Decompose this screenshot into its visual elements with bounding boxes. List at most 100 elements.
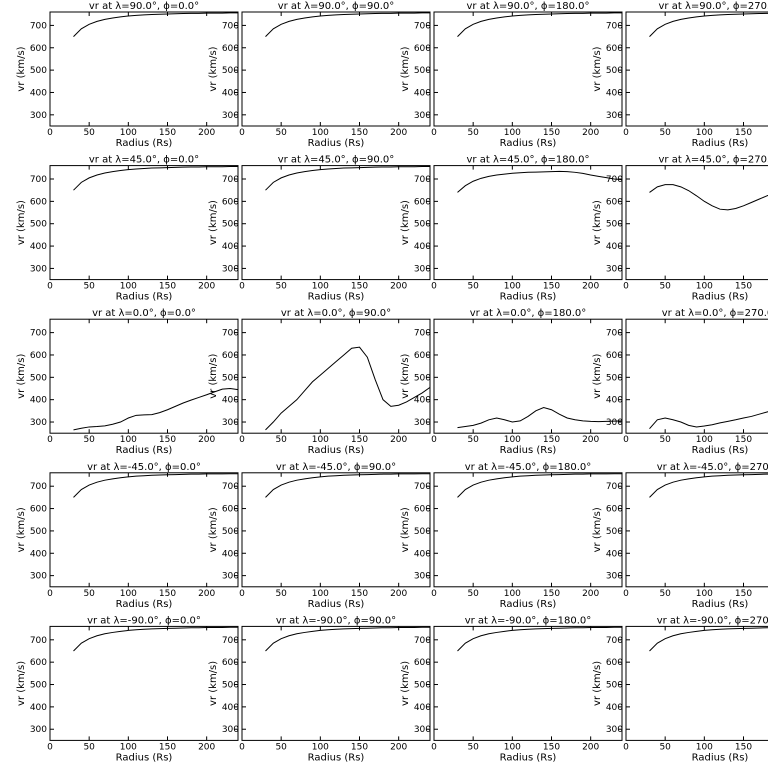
plot-frame	[49, 11, 239, 127]
x-tick-label: 50	[467, 435, 479, 445]
y-tick-label: 700	[606, 482, 623, 492]
y-axis-label: vr (km/s)	[592, 507, 603, 552]
y-tick-label: 500	[414, 527, 431, 537]
panel: vr at λ=90.0°, ϕ=0.0° Radius (Rs) vr (km/s…	[16, 1, 239, 149]
x-tick-label: 150	[159, 742, 176, 752]
x-tick-label: 50	[275, 589, 287, 599]
x-tick-label: 150	[351, 282, 368, 292]
x-axis-label: Radius (Rs)	[500, 445, 557, 456]
y-tick-label: 700	[606, 21, 623, 31]
y-tick-label: 500	[414, 681, 431, 691]
x-tick-label: 100	[504, 589, 521, 599]
y-tick-label: 700	[30, 329, 47, 339]
y-tick-label: 600	[30, 197, 47, 207]
y-tick-label: 500	[414, 373, 431, 383]
panel: vr at λ=90.0°, ϕ=180.0° Radius (Rs) vr (km…	[400, 1, 623, 149]
y-tick-label: 400	[414, 703, 431, 713]
y-tick-label: 700	[606, 329, 623, 339]
x-tick-label: 100	[120, 742, 137, 752]
chart-title: vr at λ=90.0°, ϕ=180.0°	[467, 1, 590, 12]
x-tick-label: 0	[623, 589, 629, 599]
x-tick-label: 50	[659, 435, 671, 445]
x-tick-label: 0	[431, 742, 437, 752]
y-tick-label: 300	[30, 264, 47, 274]
x-tick-label: 200	[390, 589, 407, 599]
chart-title: vr at λ=0.0°, ϕ=0.0°	[92, 308, 196, 319]
x-tick-label: 200	[198, 742, 215, 752]
x-tick-label: 100	[504, 435, 521, 445]
x-tick-label: 100	[504, 742, 521, 752]
x-tick-label: 100	[696, 282, 713, 292]
y-axis-label: vr (km/s)	[400, 507, 411, 552]
chart-title: vr at λ=90.0°, ϕ=270.0°	[659, 1, 768, 12]
y-tick-label: 600	[414, 44, 431, 54]
y-tick-label: 600	[606, 44, 623, 54]
plot-frame	[433, 11, 623, 127]
y-tick-label: 600	[414, 505, 431, 515]
y-tick-label: 400	[222, 703, 239, 713]
y-tick-label: 500	[222, 373, 239, 383]
x-axis-label: Radius (Rs)	[308, 138, 365, 149]
x-axis-label: Radius (Rs)	[500, 599, 557, 610]
x-tick-label: 0	[431, 128, 437, 138]
y-tick-label: 400	[606, 88, 623, 98]
data-line	[457, 473, 622, 498]
plot-frame	[625, 318, 768, 434]
panel: vr at λ=0.0°, ϕ=270.0° Radius (Rs) vr (km/…	[592, 308, 768, 456]
y-tick-label: 300	[222, 264, 239, 274]
y-tick-label: 400	[222, 88, 239, 98]
x-tick-label: 50	[467, 128, 479, 138]
plot-frame	[49, 318, 239, 434]
y-tick-label: 600	[30, 351, 47, 361]
x-axis-label: Radius (Rs)	[692, 138, 749, 149]
x-tick-label: 50	[659, 282, 671, 292]
chart-title: vr at λ=-45.0°, ϕ=270.0°	[657, 462, 768, 473]
x-tick-label: 200	[198, 282, 215, 292]
x-tick-label: 50	[83, 742, 95, 752]
y-tick-label: 400	[30, 396, 47, 406]
x-tick-label: 50	[83, 589, 95, 599]
y-tick-label: 700	[222, 482, 239, 492]
plot-frame	[241, 625, 431, 741]
y-tick-label: 300	[222, 725, 239, 735]
y-tick-label: 400	[606, 703, 623, 713]
y-tick-label: 300	[606, 572, 623, 582]
plot-frame	[241, 472, 431, 588]
y-tick-label: 600	[30, 505, 47, 515]
y-tick-label: 600	[222, 44, 239, 54]
x-tick-label: 150	[159, 128, 176, 138]
data-line	[649, 12, 768, 37]
x-tick-label: 150	[351, 128, 368, 138]
x-axis-label: Radius (Rs)	[116, 445, 173, 456]
x-tick-label: 200	[198, 435, 215, 445]
x-tick-label: 100	[120, 128, 137, 138]
data-line	[73, 626, 238, 652]
x-tick-label: 150	[735, 589, 752, 599]
plot-frame	[241, 11, 431, 127]
y-axis-label: vr (km/s)	[16, 354, 27, 399]
y-tick-label: 600	[606, 351, 623, 361]
chart-title: vr at λ=90.0°, ϕ=0.0°	[89, 1, 199, 12]
panel: vr at λ=-90.0°, ϕ=0.0° Radius (Rs) vr (km/…	[16, 615, 239, 763]
y-tick-label: 700	[222, 329, 239, 339]
y-axis-label: vr (km/s)	[592, 200, 603, 245]
x-tick-label: 50	[659, 742, 671, 752]
x-tick-label: 100	[312, 589, 329, 599]
plot-frame	[625, 625, 768, 741]
y-tick-label: 300	[30, 572, 47, 582]
y-tick-label: 700	[606, 175, 623, 185]
x-axis-label: Radius (Rs)	[692, 599, 749, 610]
y-tick-label: 700	[414, 329, 431, 339]
x-tick-label: 200	[390, 282, 407, 292]
data-line	[265, 346, 431, 431]
x-axis-label: Radius (Rs)	[308, 292, 365, 303]
data-line	[73, 12, 238, 37]
panel: vr at λ=-45.0°, ϕ=270.0° Radius (Rs) vr (k…	[592, 462, 768, 610]
y-tick-label: 600	[414, 197, 431, 207]
y-axis-label: vr (km/s)	[592, 354, 603, 399]
x-tick-label: 0	[239, 435, 245, 445]
y-tick-label: 700	[414, 21, 431, 31]
data-line	[265, 473, 430, 498]
panel: vr at λ=45.0°, ϕ=0.0° Radius (Rs) vr (km/s…	[16, 155, 239, 303]
